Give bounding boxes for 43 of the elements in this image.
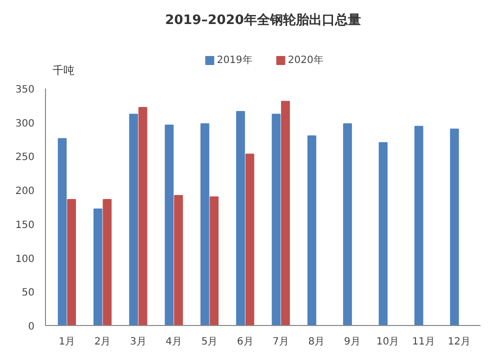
bar bbox=[272, 114, 281, 326]
y-tick-label: 0 bbox=[28, 322, 35, 332]
x-tick-label: 9月 bbox=[344, 336, 360, 348]
y-tick-label: 100 bbox=[15, 254, 35, 265]
bar bbox=[236, 111, 245, 326]
bar bbox=[67, 199, 76, 326]
bar bbox=[414, 126, 424, 326]
y-tick-label: 350 bbox=[15, 84, 35, 96]
bar bbox=[378, 142, 388, 326]
bar bbox=[129, 114, 138, 326]
bar bbox=[58, 138, 67, 326]
bar bbox=[450, 128, 459, 326]
bar bbox=[343, 123, 352, 326]
y-axis-title: 千吨 bbox=[52, 64, 75, 77]
y-tick-label: 250 bbox=[15, 152, 35, 164]
x-tick-label: 11月 bbox=[412, 336, 435, 348]
bar bbox=[138, 106, 148, 326]
y-tick-label: 50 bbox=[22, 288, 35, 299]
y-tick-label: 150 bbox=[15, 220, 35, 231]
legend-label: 2020年 bbox=[288, 54, 324, 66]
bar bbox=[245, 154, 254, 326]
bar bbox=[210, 196, 219, 326]
x-tick-label: 12月 bbox=[448, 336, 470, 348]
bar bbox=[307, 135, 316, 326]
x-tick-label: 6月 bbox=[236, 336, 254, 348]
x-tick-label: 4月 bbox=[166, 336, 182, 348]
bar bbox=[174, 194, 183, 326]
x-tick-label: 3月 bbox=[130, 336, 146, 348]
x-tick-label: 2月 bbox=[94, 336, 111, 348]
x-tick-label: 1月 bbox=[58, 336, 76, 348]
bar bbox=[102, 199, 112, 326]
x-tick-label: 10月 bbox=[376, 336, 400, 348]
x-tick-label: 8月 bbox=[308, 336, 325, 348]
bar bbox=[281, 100, 290, 326]
legend-label: 2019年 bbox=[216, 54, 252, 66]
bar bbox=[93, 208, 102, 326]
y-tick-label: 200 bbox=[15, 186, 35, 198]
x-tick-label: 7月 bbox=[272, 336, 290, 348]
y-tick-label: 300 bbox=[15, 118, 35, 130]
bar bbox=[164, 124, 174, 326]
x-tick-label: 5月 bbox=[201, 336, 218, 348]
bar bbox=[200, 123, 210, 326]
chart-title: 2019–2020年全钢轮胎出口总量 bbox=[165, 12, 361, 28]
